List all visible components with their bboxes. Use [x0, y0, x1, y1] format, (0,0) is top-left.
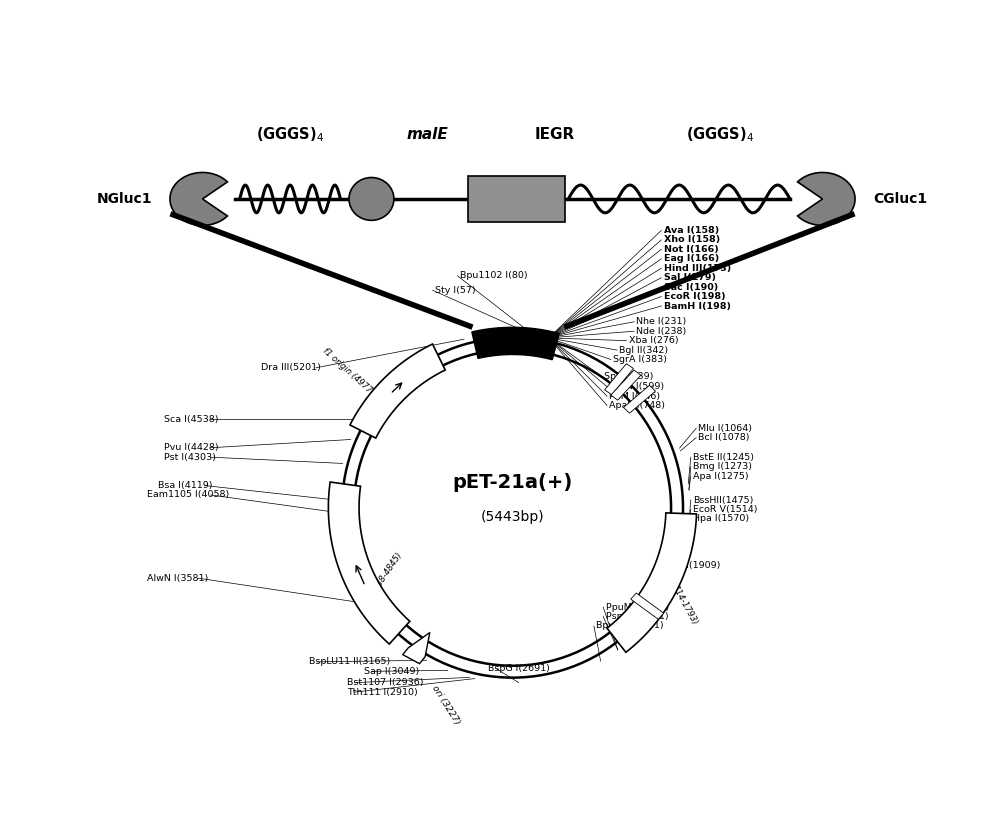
Text: Pvu I(4428): Pvu I(4428): [164, 443, 218, 452]
Text: Sap I(3049): Sap I(3049): [364, 667, 419, 676]
Text: EcoN I(599): EcoN I(599): [609, 382, 664, 391]
Text: Ap (3988-4845): Ap (3988-4845): [360, 551, 404, 610]
Text: CGluc1: CGluc1: [873, 192, 927, 206]
Text: BstE II(1245): BstE II(1245): [693, 452, 754, 461]
Text: AlwN I(3581): AlwN I(3581): [147, 573, 208, 582]
Text: pET-21a(+): pET-21a(+): [452, 473, 573, 492]
Bar: [468, 176, 565, 222]
Polygon shape: [403, 632, 430, 663]
Polygon shape: [798, 173, 855, 226]
Text: BspG I(2691): BspG I(2691): [488, 663, 550, 672]
Polygon shape: [170, 173, 227, 226]
Ellipse shape: [349, 178, 394, 220]
Text: Eag I(166): Eag I(166): [664, 254, 719, 263]
Text: Tth111 I(2910): Tth111 I(2910): [347, 688, 417, 697]
Text: Xba I(276): Xba I(276): [629, 336, 678, 345]
Text: Nde I(238): Nde I(238): [637, 326, 687, 335]
Text: Mlu I(1064): Mlu I(1064): [698, 424, 753, 433]
Text: Ava I(158): Ava I(158): [664, 226, 719, 235]
Text: Pst I(4303): Pst I(4303): [164, 452, 216, 461]
Text: PflM I(646): PflM I(646): [609, 392, 660, 401]
Text: Sca I(4538): Sca I(4538): [164, 415, 218, 424]
Text: NGluc1: NGluc1: [97, 192, 152, 206]
Text: Nhe I(231): Nhe I(231): [637, 317, 687, 326]
Text: Sph I(539): Sph I(539): [604, 372, 653, 381]
Text: Eam1105 I(4058): Eam1105 I(4058): [147, 491, 229, 500]
Text: BamH I(198): BamH I(198): [664, 302, 731, 311]
Text: Sty I(57): Sty I(57): [435, 285, 476, 294]
Polygon shape: [624, 385, 655, 413]
Text: ApaB I(748): ApaB I(748): [609, 401, 665, 410]
Polygon shape: [605, 364, 634, 395]
Text: lacI (714-1793): lacI (714-1793): [660, 565, 699, 626]
Text: BssHII(1475): BssHII(1475): [693, 496, 753, 505]
Text: Sac I(190): Sac I(190): [664, 282, 718, 292]
Text: EcoR I(198): EcoR I(198): [664, 292, 725, 301]
Polygon shape: [607, 513, 697, 652]
Text: malE: malE: [406, 127, 448, 142]
Text: Hpa I(1570): Hpa I(1570): [693, 515, 749, 524]
Text: Bsa I(4119): Bsa I(4119): [158, 481, 212, 490]
Text: (GGGS)$_4$: (GGGS)$_4$: [686, 125, 754, 144]
Polygon shape: [611, 370, 641, 400]
Text: Hind III(173): Hind III(173): [664, 263, 731, 272]
Text: SgrA I(383): SgrA I(383): [613, 355, 667, 364]
Text: Not I(166): Not I(166): [664, 245, 718, 254]
Text: Bgl II(342): Bgl II(342): [619, 345, 669, 355]
Text: Bmg I(1273): Bmg I(1273): [693, 462, 752, 471]
Text: (GGGS)$_4$: (GGGS)$_4$: [256, 125, 324, 144]
Text: Bcl I(1078): Bcl I(1078): [698, 434, 750, 443]
Text: IEGR: IEGR: [535, 127, 575, 142]
Polygon shape: [631, 593, 664, 619]
Text: Xho I(158): Xho I(158): [664, 236, 720, 245]
Text: ori (3227): ori (3227): [430, 684, 461, 726]
Text: f1 origin (4977-5432): f1 origin (4977-5432): [321, 347, 394, 413]
Text: EcoR V(1514): EcoR V(1514): [693, 505, 758, 514]
Text: Bst1107 I(2936): Bst1107 I(2936): [347, 678, 423, 687]
Text: Apa I(1275): Apa I(1275): [693, 471, 749, 481]
Text: PshA I(1909): PshA I(1909): [660, 561, 720, 570]
Text: Sal I(179): Sal I(179): [664, 273, 716, 282]
Polygon shape: [350, 344, 445, 438]
Text: BspLU11 II(3165): BspLU11 II(3165): [309, 658, 391, 667]
Text: PpuM I(2171): PpuM I(2171): [606, 603, 669, 612]
Polygon shape: [472, 327, 559, 360]
Text: Bpu10 I(2271): Bpu10 I(2271): [596, 622, 664, 631]
Text: Bpu1102 I(80): Bpu1102 I(80): [460, 272, 527, 281]
Text: (5443bp): (5443bp): [481, 510, 544, 524]
Polygon shape: [328, 482, 410, 644]
Text: Dra III(5201): Dra III(5201): [261, 363, 320, 372]
Text: Psp5 II(2171): Psp5 II(2171): [606, 612, 668, 621]
